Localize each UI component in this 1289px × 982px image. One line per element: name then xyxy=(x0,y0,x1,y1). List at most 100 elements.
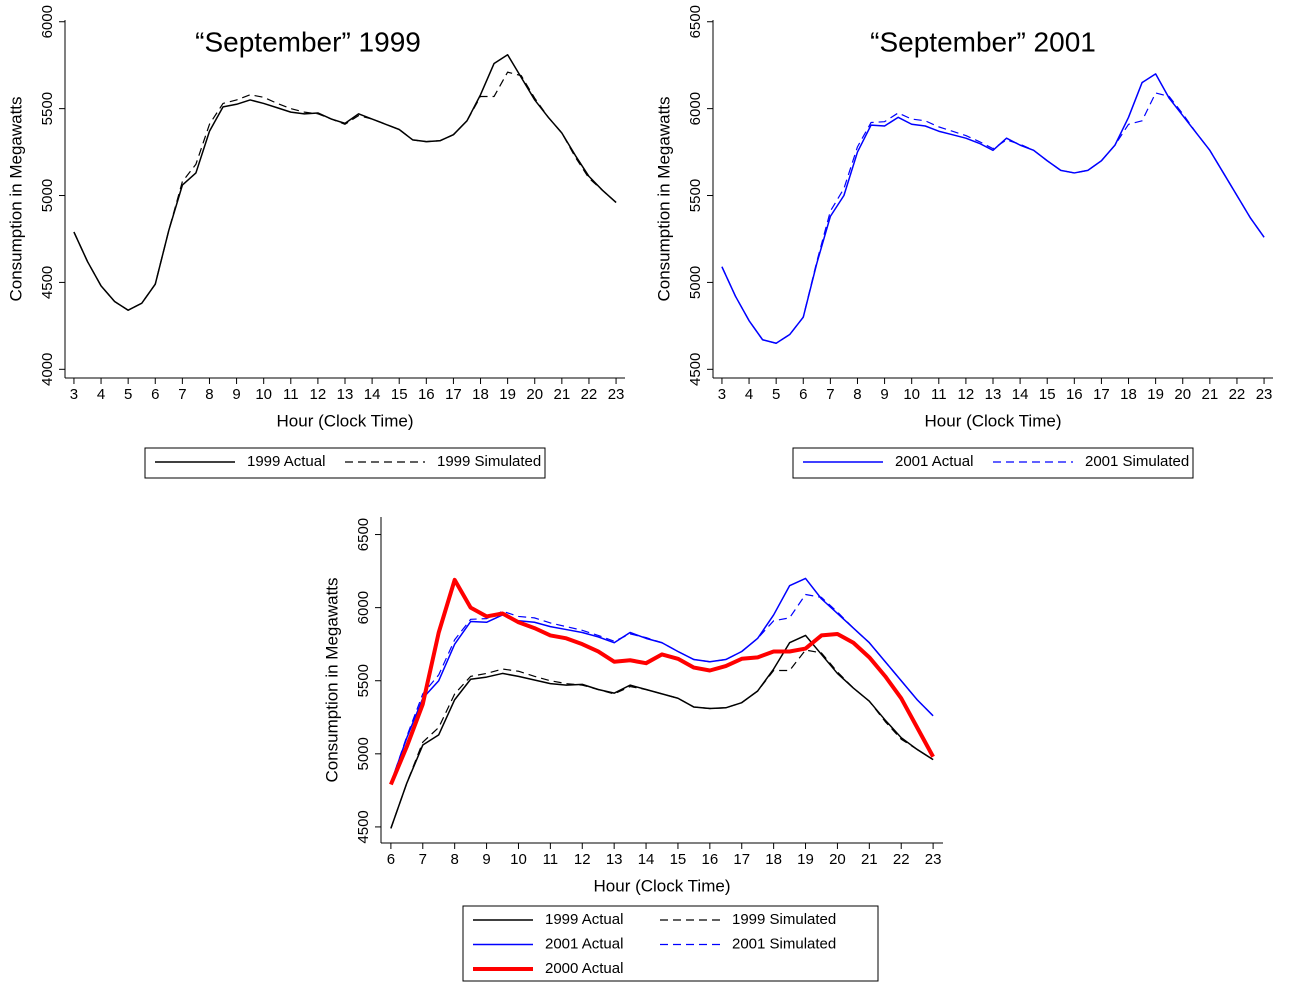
y-axis-label: Consumption in Megawatts xyxy=(654,96,673,301)
y-tick-label: 5000 xyxy=(39,179,56,212)
y-tick-label: 4000 xyxy=(39,353,56,386)
legend-label: 2001 Simulated xyxy=(732,935,836,952)
x-tick-label: 11 xyxy=(543,851,559,868)
x-tick-label: 15 xyxy=(670,851,687,868)
x-tick-label: 5 xyxy=(772,386,780,403)
x-tick-label: 7 xyxy=(826,386,834,403)
x-tick-label: 6 xyxy=(799,386,807,403)
series-line xyxy=(73,71,617,311)
x-tick-label: 20 xyxy=(526,386,543,403)
x-tick-label: 14 xyxy=(1012,386,1029,403)
y-tick-label: 5500 xyxy=(687,179,704,212)
x-tick-label: 10 xyxy=(510,851,527,868)
x-tick-label: 21 xyxy=(554,386,571,403)
x-tick-label: 20 xyxy=(829,851,846,868)
x-axis-label: Hour (Clock Time) xyxy=(277,411,414,430)
series-line xyxy=(73,54,617,311)
x-tick-label: 14 xyxy=(638,851,655,868)
x-tick-label: 13 xyxy=(606,851,623,868)
y-tick-label: 5000 xyxy=(355,737,372,770)
y-tick-label: 6500 xyxy=(355,518,372,551)
x-tick-label: 8 xyxy=(451,851,459,868)
x-tick-label: 10 xyxy=(255,386,272,403)
legend-box xyxy=(144,447,546,479)
x-tick-label: 17 xyxy=(733,851,750,868)
y-tick-label: 5000 xyxy=(687,266,704,299)
y-tick-label: 4500 xyxy=(687,353,704,386)
y-axis-label: Consumption in Megawatts xyxy=(6,96,25,301)
x-tick-label: 13 xyxy=(337,386,354,403)
x-tick-label: 8 xyxy=(205,386,213,403)
x-tick-label: 19 xyxy=(797,851,814,868)
legend-label: 1999 Simulated xyxy=(732,911,836,928)
x-tick-label: 22 xyxy=(893,851,910,868)
x-tick-label: 16 xyxy=(701,851,718,868)
x-tick-label: 9 xyxy=(232,386,240,403)
x-tick-label: 18 xyxy=(765,851,782,868)
x-tick-label: 9 xyxy=(482,851,490,868)
x-tick-label: 3 xyxy=(70,386,78,403)
x-tick-label: 7 xyxy=(178,386,186,403)
legend-label: 2001 Actual xyxy=(545,935,623,952)
x-tick-label: 12 xyxy=(958,386,975,403)
x-tick-label: 15 xyxy=(1039,386,1056,403)
x-axis-label: Hour (Clock Time) xyxy=(594,876,731,895)
x-tick-label: 5 xyxy=(124,386,132,403)
x-tick-label: 23 xyxy=(925,851,942,868)
x-tick-label: 19 xyxy=(1147,386,1164,403)
x-tick-label: 22 xyxy=(1229,386,1246,403)
x-tick-label: 14 xyxy=(364,386,381,403)
x-tick-label: 12 xyxy=(310,386,327,403)
series-line xyxy=(721,73,1265,344)
chart-title: “September” 2001 xyxy=(870,26,1096,57)
x-tick-label: 9 xyxy=(880,386,888,403)
series-line xyxy=(390,593,934,784)
x-tick-label: 4 xyxy=(97,386,105,403)
x-tick-label: 7 xyxy=(419,851,427,868)
legend-label: 1999 Actual xyxy=(247,453,325,470)
y-tick-label: 4500 xyxy=(39,266,56,299)
x-tick-label: 20 xyxy=(1174,386,1191,403)
series-line xyxy=(389,577,935,786)
x-tick-label: 12 xyxy=(574,851,591,868)
legend-box xyxy=(792,447,1194,479)
legend-label: 2000 Actual xyxy=(545,960,623,977)
series-line xyxy=(721,92,1265,344)
x-tick-label: 4 xyxy=(745,386,753,403)
x-tick-label: 10 xyxy=(903,386,920,403)
x-tick-label: 23 xyxy=(1256,386,1273,403)
x-tick-label: 15 xyxy=(391,386,408,403)
legend-box xyxy=(462,905,879,982)
y-tick-label: 5500 xyxy=(355,664,372,697)
x-tick-label: 8 xyxy=(853,386,861,403)
y-axis-label: Consumption in Megawatts xyxy=(322,577,341,782)
x-tick-label: 16 xyxy=(1066,386,1083,403)
y-tick-label: 4500 xyxy=(355,810,372,843)
y-tick-label: 6000 xyxy=(687,92,704,125)
x-tick-label: 18 xyxy=(1120,386,1137,403)
x-tick-label: 18 xyxy=(472,386,489,403)
x-tick-label: 19 xyxy=(499,386,516,403)
y-tick-label: 6500 xyxy=(687,5,704,38)
x-tick-label: 11 xyxy=(283,386,299,403)
series-line xyxy=(390,634,934,829)
y-tick-label: 6000 xyxy=(39,5,56,38)
x-tick-label: 22 xyxy=(581,386,598,403)
x-tick-label: 17 xyxy=(1093,386,1110,403)
y-tick-label: 6000 xyxy=(355,591,372,624)
x-tick-label: 16 xyxy=(418,386,435,403)
legend-label: 2001 Simulated xyxy=(1085,453,1189,470)
x-tick-label: 6 xyxy=(387,851,395,868)
x-tick-label: 17 xyxy=(445,386,462,403)
legend-label: 1999 Actual xyxy=(545,911,623,928)
x-tick-label: 11 xyxy=(931,386,947,403)
x-tick-label: 6 xyxy=(151,386,159,403)
x-tick-label: 3 xyxy=(718,386,726,403)
series-line xyxy=(390,649,934,829)
x-tick-label: 13 xyxy=(985,386,1002,403)
legend-label: 1999 Simulated xyxy=(437,453,541,470)
x-tick-label: 21 xyxy=(861,851,878,868)
x-axis-label: Hour (Clock Time) xyxy=(925,411,1062,430)
chart-title: “September” 1999 xyxy=(195,26,421,57)
